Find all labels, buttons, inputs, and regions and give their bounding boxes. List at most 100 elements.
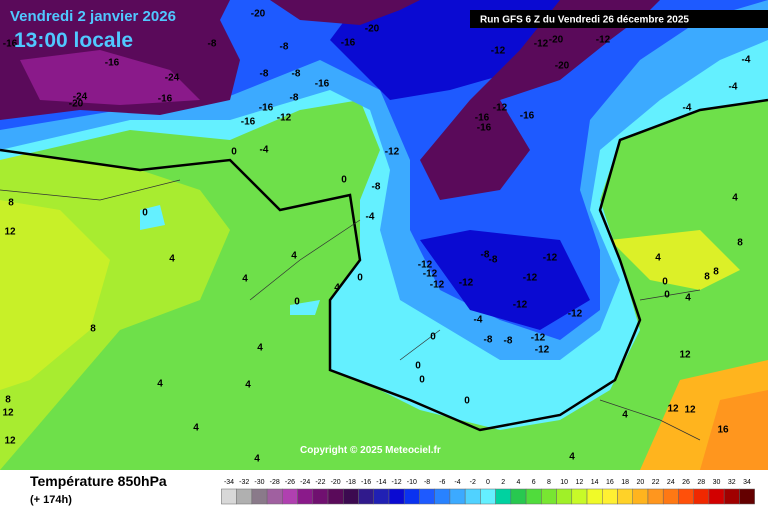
contour-label: 4 [622,410,628,421]
contour-label: -16 [520,111,535,122]
contour-label: -12 [568,309,583,320]
scale-cell [678,488,694,505]
contour-label: -16 [105,58,120,69]
contour-label: 8 [713,267,719,278]
scale-cell [251,488,268,505]
contour-label: -12 [385,147,400,158]
contour-label: -4 [260,145,269,156]
contour-label: -12 [543,253,558,264]
scale-cell [403,488,420,505]
contour-label: 4 [334,283,340,294]
contour-label: -12 [418,260,433,271]
scale-cell [617,488,633,505]
scale-cell [221,488,237,505]
contour-label: -16 [341,38,356,49]
contour-label: -8 [489,255,498,266]
scale-tick-label: -12 [392,479,402,486]
scale-cell [693,488,710,505]
contour-label: -20 [555,61,570,72]
contour-label: 4 [257,343,263,354]
scale-tick-label: 18 [621,479,629,486]
contour-label: -8 [280,42,289,53]
contour-label: -12 [491,46,506,57]
contour-label: 12 [2,408,14,419]
contour-label: 0 [357,273,363,284]
scale-cell [480,488,496,505]
contour-label: 12 [667,404,679,415]
scale-tick-label: 12 [576,479,584,486]
contour-label: -24 [165,73,180,84]
contour-label: -12 [277,113,292,124]
contour-label: -12 [534,39,549,50]
contour-label: 0 [142,208,148,219]
scale-cell [739,488,755,505]
contour-label: 4 [254,454,260,465]
scale-tick-label: -10 [407,479,417,486]
scale-tick-label: -22 [315,479,325,486]
contour-label: 12 [684,405,696,416]
contour-label: 0 [294,297,300,308]
contour-label: 4 [732,193,738,204]
contour-label: 4 [242,274,248,285]
contour-label: -20 [365,24,380,35]
scale-cell [297,488,314,505]
contour-label: 0 [464,396,470,407]
contour-label: -12 [430,280,445,291]
contour-label: -4 [729,82,738,93]
scale-cell [464,488,481,505]
contour-label: 4 [169,254,175,265]
contour-label: 8 [8,198,14,209]
contour-label: -8 [372,182,381,193]
scale-tick-label: 4 [517,479,521,486]
contour-label: -12 [423,269,438,280]
scale-tick-label: -14 [376,479,386,486]
contour-label: -12 [493,103,508,114]
contour-label: 12 [4,227,16,238]
contour-label: -4 [742,55,751,66]
contour-label: -8 [504,336,513,347]
scale-tick-label: -26 [285,479,295,486]
contour-label: 0 [664,290,670,301]
scale-cell [556,488,573,505]
contour-label: -16 [477,123,492,134]
contour-label: -20 [251,9,266,20]
contour-label: -16 [241,117,256,128]
scale-tick-label: -30 [254,479,264,486]
scale-tick-label: 32 [728,479,736,486]
contour-label: -12 [596,35,611,46]
scale-cell [434,488,451,505]
scale-cell [602,488,618,505]
run-box [470,10,768,28]
scale-cell [632,488,649,505]
scale-cell [266,488,283,505]
scale-tick-label: 34 [743,479,751,486]
scale-cell [586,488,603,505]
contour-label: -16 [158,94,173,105]
contour-label: 8 [5,395,11,406]
scale-cell [723,488,740,505]
contour-label: -4 [366,212,375,223]
contour-label: 12 [679,350,691,361]
contour-label: -24 [73,92,88,103]
scale-tick-label: -8 [424,479,430,486]
scale-tick-label: -4 [454,479,460,486]
contour-label: -12 [523,273,538,284]
contour-label: -4 [474,315,483,326]
contour-label: -20 [69,99,84,110]
scale-tick-label: -6 [439,479,445,486]
scale-cell [525,488,542,505]
contour-label: -20 [549,35,564,46]
scale-tick-label: -2 [470,479,476,486]
scale-tick-label: 6 [532,479,536,486]
contour-label: -12 [531,333,546,344]
scale-tick-label: 2 [501,479,505,486]
contour-label: -8 [208,39,217,50]
contour-label: 8 [90,324,96,335]
contour-label: 16 [717,425,729,436]
scale-cell [449,488,466,505]
scale-tick-label: 0 [486,479,490,486]
contour-label: 0 [415,361,421,372]
scale-tick-label: 14 [591,479,599,486]
map [0,0,768,470]
contour-label: -16 [475,113,490,124]
